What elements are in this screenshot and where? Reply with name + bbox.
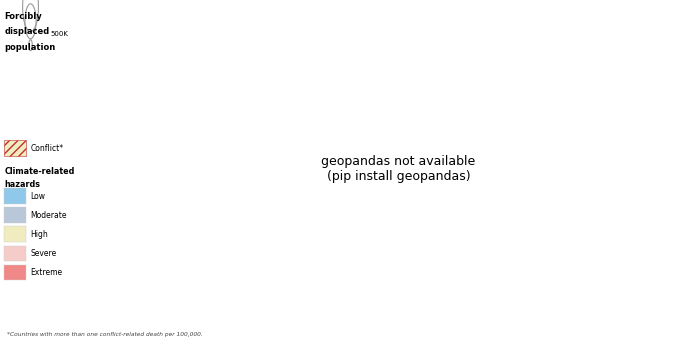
Text: Severe: Severe [30,249,57,258]
Text: Forcibly: Forcibly [4,12,42,21]
Text: Extreme: Extreme [30,268,63,277]
FancyBboxPatch shape [4,188,26,204]
Text: Low: Low [30,192,46,201]
Text: Conflict*: Conflict* [30,144,63,153]
FancyBboxPatch shape [4,265,26,280]
FancyBboxPatch shape [4,207,26,223]
Text: *Countries with more than one conflict-related death per 100,000.: *Countries with more than one conflict-r… [7,332,203,337]
Text: 500K: 500K [50,31,68,37]
FancyBboxPatch shape [4,226,26,242]
Text: population: population [4,43,56,51]
Text: hazards: hazards [4,180,40,189]
FancyBboxPatch shape [4,246,26,261]
Text: Moderate: Moderate [30,211,67,220]
Text: Climate-related: Climate-related [4,167,75,176]
FancyBboxPatch shape [4,140,26,156]
Text: High: High [30,230,48,239]
Text: displaced: displaced [4,27,50,36]
Text: geopandas not available
(pip install geopandas): geopandas not available (pip install geo… [322,155,475,183]
